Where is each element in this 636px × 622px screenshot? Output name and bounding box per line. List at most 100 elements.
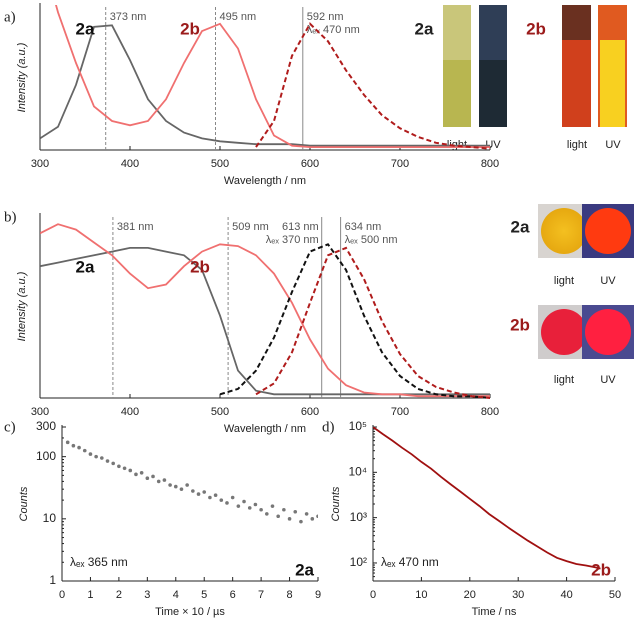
- series-line: [40, 247, 490, 396]
- y-tick-label: 300: [36, 419, 56, 433]
- y-axis-title: Counts: [330, 486, 342, 521]
- y-axis-title: Intensity (a.u.): [16, 271, 28, 341]
- plot-area: [373, 427, 601, 570]
- data-point: [77, 445, 81, 450]
- y-axis-title: Counts: [18, 486, 30, 521]
- marker-label: 592 nm: [307, 11, 344, 23]
- x-tick-label: 700: [391, 158, 409, 170]
- x-tick-label: 8: [286, 589, 292, 601]
- data-point: [219, 498, 224, 502]
- data-point: [82, 448, 87, 453]
- data-point: [128, 468, 133, 473]
- data-point: [304, 512, 309, 516]
- data-point: [310, 517, 315, 521]
- plot-area: [65, 440, 318, 524]
- photo: [600, 40, 625, 127]
- data-point: [270, 504, 275, 508]
- data-point: [213, 493, 218, 497]
- x-tick-label: 30: [512, 589, 524, 601]
- data-point: [111, 461, 115, 466]
- series-line: [373, 427, 601, 570]
- data-point: [173, 484, 178, 489]
- x-tick-label: 1: [87, 589, 93, 601]
- x-tick-label: 7: [258, 589, 264, 601]
- y-tick-label: 1: [49, 573, 56, 587]
- x-tick-label: 4: [173, 589, 179, 601]
- y-axis-title: Intensity (a.u.): [16, 42, 28, 112]
- x-axis-title: Time / ns: [472, 606, 517, 618]
- x-tick-label: 400: [121, 406, 139, 418]
- data-point: [191, 489, 195, 493]
- panel-label: a): [4, 9, 16, 25]
- x-tick-label: 400: [121, 158, 139, 170]
- marker-label: λₑₓ 370 nm: [266, 234, 319, 246]
- data-point: [225, 501, 229, 505]
- data-point: [168, 483, 172, 487]
- x-tick-label: 600: [301, 158, 319, 170]
- annotation: λₑₓ 365 nm: [70, 555, 128, 569]
- photo: [541, 309, 587, 355]
- marker-label: 495 nm: [220, 11, 257, 23]
- photo-caption: light: [554, 275, 574, 287]
- photos-b: 2a light UV 2b light UV: [510, 204, 634, 386]
- data-point: [282, 507, 286, 512]
- data-point: [185, 483, 189, 487]
- x-tick-label: 500: [211, 406, 229, 418]
- data-point: [71, 443, 76, 448]
- y-tick-label: 10⁵: [349, 419, 367, 433]
- x-tick-label: 700: [391, 406, 409, 418]
- y-tick-label: 10: [43, 511, 57, 525]
- x-tick-label: 2: [116, 589, 122, 601]
- annotation: 2b: [591, 560, 611, 579]
- marker-label: 613 nm: [282, 221, 319, 233]
- series-line: [40, 223, 490, 398]
- photo: [562, 40, 591, 127]
- data-point: [156, 479, 161, 484]
- marker-label: 634 nm: [345, 221, 382, 233]
- data-point: [122, 466, 127, 471]
- marker-label: λₑₓ 470 nm: [307, 24, 360, 36]
- series-label: 2a: [76, 19, 95, 38]
- data-point: [259, 507, 263, 512]
- x-tick-label: 10: [415, 589, 427, 601]
- series-line: [255, 246, 490, 399]
- annotation: λₑₓ 470 nm: [381, 555, 439, 569]
- data-point: [236, 504, 241, 508]
- annotation: 2a: [295, 560, 314, 579]
- data-point: [276, 514, 280, 519]
- photo: [585, 309, 631, 355]
- x-tick-label: 20: [464, 589, 476, 601]
- marker-label: 381 nm: [117, 221, 154, 233]
- panel-label: c): [4, 419, 16, 435]
- photo-caption: UV: [605, 139, 621, 151]
- x-tick-label: 40: [560, 589, 572, 601]
- data-point: [88, 452, 93, 456]
- panel-label: d): [322, 419, 335, 435]
- data-point: [196, 492, 201, 496]
- y-tick-label: 100: [36, 449, 56, 463]
- plot-area: [40, 5, 490, 150]
- plot-area: [40, 223, 490, 399]
- series-label: 2a: [76, 257, 95, 276]
- x-tick-label: 600: [301, 406, 319, 418]
- data-point: [65, 440, 70, 445]
- photo-caption: UV: [600, 275, 616, 287]
- series-label: 2b: [190, 257, 210, 276]
- data-point: [134, 472, 138, 477]
- data-point: [105, 459, 110, 463]
- data-point: [247, 506, 252, 510]
- data-point: [316, 514, 318, 519]
- x-tick-label: 500: [211, 158, 229, 170]
- series-line: [219, 243, 490, 399]
- data-point: [179, 487, 184, 491]
- data-point: [265, 512, 269, 516]
- data-point: [100, 456, 104, 460]
- data-point: [242, 499, 246, 504]
- data-point: [299, 519, 303, 524]
- data-point: [162, 478, 167, 482]
- photo: [443, 60, 471, 127]
- x-axis-title: Wavelength / nm: [224, 175, 306, 187]
- marker-label: λₑₓ 500 nm: [345, 234, 398, 246]
- series-line: [55, 5, 490, 148]
